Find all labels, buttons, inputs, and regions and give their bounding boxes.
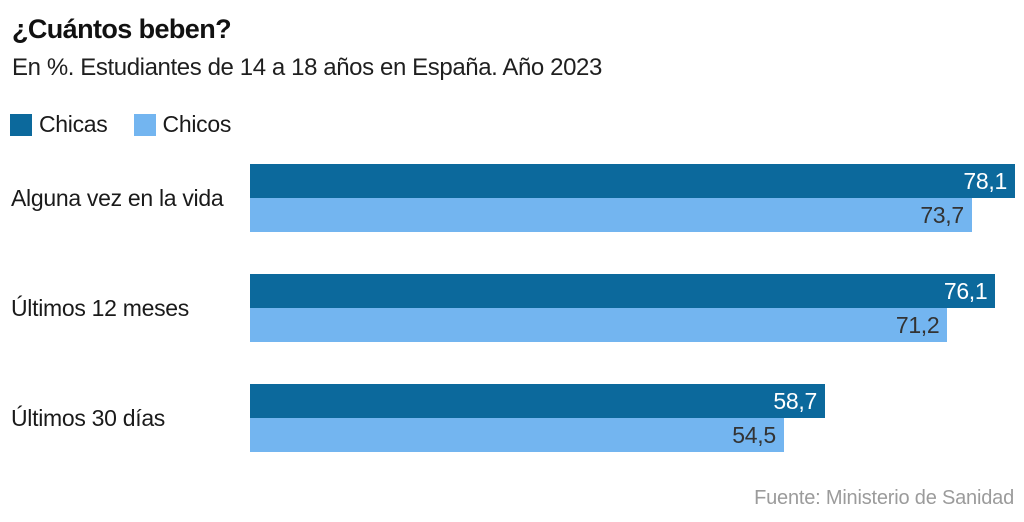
- bar-chicos: 54,5: [250, 418, 784, 452]
- bar-value-label: 58,7: [773, 388, 817, 414]
- category-label: Alguna vez en la vida: [11, 184, 224, 211]
- bar-chicos: 73,7: [250, 198, 972, 232]
- bar-chicas: 58,7: [250, 384, 825, 418]
- legend-label: Chicos: [162, 111, 232, 137]
- legend: Chicas Chicos: [10, 111, 231, 138]
- bar-chicas: 76,1: [250, 274, 996, 308]
- bar-value-label: 71,2: [895, 312, 940, 338]
- legend-item-chicos: Chicos: [133, 111, 232, 138]
- source-note: Fuente: Ministerio de Sanidad: [754, 487, 1014, 509]
- chart-title: ¿Cuántos beben?: [12, 14, 232, 44]
- legend-swatch-chicos: [133, 113, 156, 136]
- bars-track: 76,1 71,2: [250, 274, 1015, 342]
- bar-value-label: 78,1: [963, 168, 1007, 194]
- bar-group: Últimos 12 meses 76,1 71,2: [11, 274, 1015, 342]
- bar-chart: Alguna vez en la vida 78,1 73,7 Últimos 12 …: [11, 164, 1015, 452]
- bar-chicas: 78,1: [250, 164, 1015, 198]
- bar-value-label: 54,5: [732, 422, 776, 448]
- chart-subtitle: En %. Estudiantes de 14 a 18 años en Esp…: [12, 54, 602, 81]
- bars-track: 58,7 54,5: [250, 384, 1015, 452]
- legend-label: Chicas: [39, 111, 108, 137]
- legend-item-chicas: Chicas: [10, 111, 108, 138]
- bar-chicos: 71,2: [250, 308, 948, 342]
- bar-group: Alguna vez en la vida 78,1 73,7: [11, 164, 1015, 232]
- bar-value-label: 73,7: [920, 202, 964, 228]
- bar-group: Últimos 30 días 58,7 54,5: [11, 384, 1015, 452]
- bars-track: 78,1 73,7: [250, 164, 1015, 232]
- category-label: Últimos 30 días: [11, 404, 166, 431]
- legend-swatch-chicas: [10, 113, 32, 136]
- category-label: Últimos 12 meses: [11, 294, 189, 321]
- bar-value-label: 76,1: [943, 278, 988, 304]
